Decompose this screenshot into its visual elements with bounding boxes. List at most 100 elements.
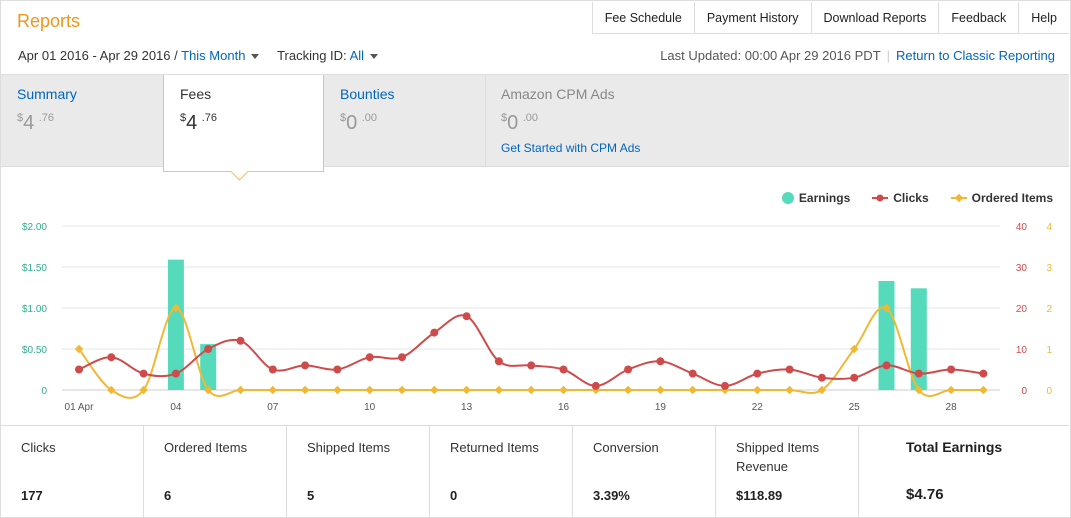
fee-schedule-link[interactable]: Fee Schedule <box>591 2 694 34</box>
ordered-items-point <box>300 385 310 395</box>
x-tick-label: 04 <box>170 402 182 413</box>
payment-history-link[interactable]: Payment History <box>693 2 811 34</box>
earnings-bar <box>878 280 895 390</box>
tab-amount: $4 .76 <box>180 112 217 134</box>
ordered-items-point <box>268 385 278 395</box>
chevron-down-icon[interactable] <box>251 54 260 60</box>
stat-value: 177 <box>21 488 43 503</box>
legend-clicks[interactable]: Clicks <box>872 191 929 205</box>
legend-clicks-swatch <box>872 194 889 202</box>
tab-bounties[interactable]: Bounties $0 .00 <box>324 75 484 166</box>
clicks-point <box>398 353 406 362</box>
clicks-point <box>850 373 859 382</box>
clicks-point <box>333 365 342 374</box>
earnings-chart: 0 0 0$0.50 10 1$1.00 20 2$1.50 30 3$2.00 40 401 Ap… <box>22 222 1052 413</box>
download-reports-link[interactable]: Download Reports <box>810 2 939 34</box>
y-tick-label-earnings: $1.00 <box>22 304 47 315</box>
stat-value: $118.89 <box>736 488 783 503</box>
ordered-items-point <box>849 344 859 354</box>
y-tick-label-earnings: $2.00 <box>22 222 47 233</box>
ordered-items-point <box>559 385 568 395</box>
tracking-id-dropdown[interactable]: All <box>349 48 365 63</box>
chart-legend: Earnings Clicks Ordered Items <box>760 191 1053 205</box>
legend-earnings-label: Earnings <box>798 191 851 205</box>
y-tick-label-ordered: 4 <box>1046 222 1052 233</box>
ordered-items-point <box>430 385 439 395</box>
legend-ordered-label: Ordered Items <box>971 191 1053 205</box>
cpm-ads-link[interactable]: Get Started with CPM Ads <box>501 141 641 155</box>
ordered-items-point <box>494 385 504 395</box>
ordered-items-point <box>236 385 245 395</box>
stats-bar: Clicks 177 Ordered Items 6 Shipped Items… <box>1 425 1069 518</box>
y-tick-label-ordered: 2 <box>1046 304 1052 315</box>
x-tick-label: 22 <box>752 402 764 413</box>
period-dropdown[interactable]: This Month <box>181 48 246 63</box>
stat-clicks: Clicks 177 <box>1 426 144 518</box>
tab-amount: $0 .00 <box>340 112 377 134</box>
ordered-items-point <box>688 385 697 395</box>
clicks-point <box>236 336 245 345</box>
ordered-items-point <box>462 385 471 395</box>
clicks-point <box>882 361 891 370</box>
x-tick-label: 28 <box>946 402 958 413</box>
clicks-point <box>365 353 374 362</box>
ordered-items-point <box>203 385 213 395</box>
clicks-point <box>591 381 600 390</box>
x-tick-label: 16 <box>558 402 570 413</box>
stat-conversion: Conversion 3.39% <box>573 426 716 518</box>
ordered-items-point <box>107 385 116 395</box>
ordered-items-point <box>139 385 148 395</box>
ordered-items-point <box>914 385 924 395</box>
y-tick-label-earnings: $0.50 <box>22 345 47 356</box>
y-tick-label-clicks: 0 <box>1021 386 1027 397</box>
ordered-items-point <box>656 385 665 395</box>
stat-ordered-items: Ordered Items 6 <box>144 426 287 518</box>
chevron-down-icon[interactable] <box>370 54 379 60</box>
y-tick-label-earnings: 0 <box>41 386 47 397</box>
ordered-items-point <box>333 385 342 395</box>
stat-value: $4.76 <box>906 486 944 503</box>
tab-summary[interactable]: Summary $4 .76 <box>1 75 163 166</box>
help-link[interactable]: Help <box>1018 2 1069 34</box>
ordered-items-point <box>785 385 794 395</box>
ordered-items-point <box>171 303 181 313</box>
y-tick-label-ordered: 1 <box>1046 345 1052 356</box>
ordered-items-point <box>817 385 827 395</box>
legend-earnings[interactable]: Earnings <box>781 191 851 205</box>
y-tick-label-clicks: 40 <box>1016 222 1028 233</box>
clicks-point <box>559 365 568 374</box>
ordered-items-point <box>753 385 762 395</box>
last-updated-row: Last Updated: 00:00 Apr 29 2016 PDT | Retu… <box>660 48 1055 63</box>
clicks-point <box>462 312 471 321</box>
clicks-point <box>979 369 988 378</box>
tab-cpm-ads[interactable]: Amazon CPM Ads $0 .00 Get Started with C… <box>485 75 685 166</box>
tab-label: Bounties <box>340 86 395 102</box>
clicks-point <box>494 357 503 366</box>
stat-label: Total Earnings <box>906 439 1003 455</box>
stat-label: Ordered Items <box>164 440 248 455</box>
x-tick-label: 10 <box>364 402 376 413</box>
classic-reporting-link[interactable]: Return to Classic Reporting <box>896 48 1055 63</box>
clicks-point <box>75 365 83 374</box>
stat-label: Clicks <box>21 440 56 455</box>
page-title: Reports <box>17 11 81 31</box>
tab-fees[interactable]: Fees $4 .76 <box>163 75 324 172</box>
stat-value: 5 <box>307 488 315 503</box>
clicks-point <box>139 369 148 378</box>
tab-divider <box>485 74 486 166</box>
clicks-point <box>624 365 633 374</box>
clicks-point <box>753 369 762 378</box>
stat-label: Shipped Items Revenue <box>736 440 820 474</box>
legend-ordered-items[interactable]: Ordered Items <box>950 191 1053 205</box>
legend-ordered-swatch <box>950 193 967 203</box>
tab-amount: $4 .76 <box>17 112 54 134</box>
tab-label: Fees <box>180 86 212 102</box>
y-tick-label-earnings: $1.50 <box>22 263 47 274</box>
stat-label: Returned Items <box>450 440 539 455</box>
clicks-point <box>204 345 213 353</box>
stat-value: 0 <box>450 488 458 503</box>
date-range: Apr 01 2016 - Apr 29 2016 / <box>18 48 178 63</box>
clicks-point <box>947 365 956 374</box>
feedback-link[interactable]: Feedback <box>938 2 1019 34</box>
y-tick-label-clicks: 10 <box>1016 345 1028 356</box>
